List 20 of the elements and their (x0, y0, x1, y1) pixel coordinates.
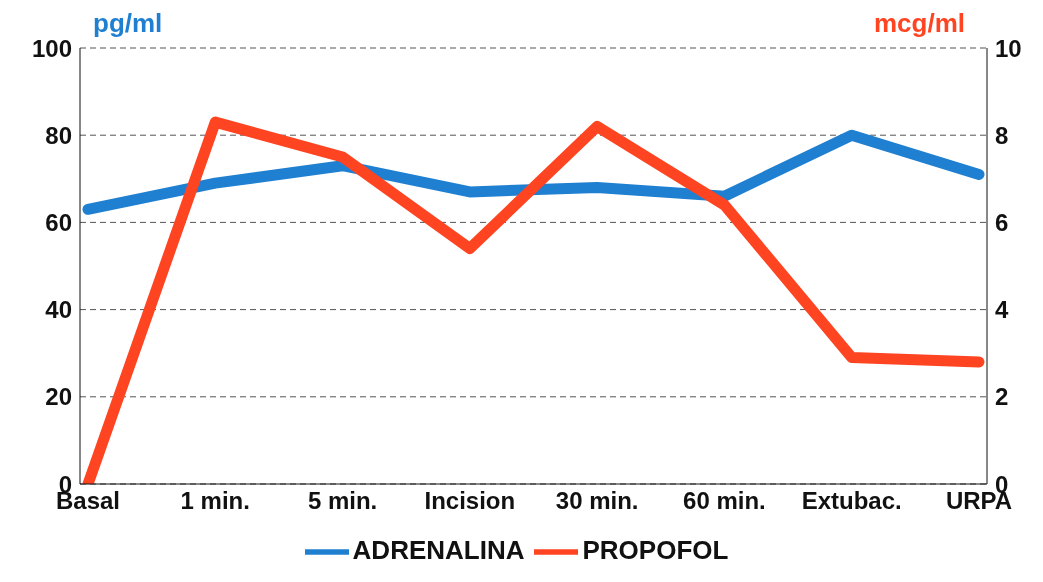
legend-label: ADRENALINA (352, 534, 525, 565)
y2-tick-label: 2 (995, 383, 1009, 411)
y-tick-label: 80 (45, 121, 72, 149)
x-tick-label: 5 min. (307, 487, 378, 515)
y2-tick-label: 8 (995, 121, 1009, 149)
y-tick-label: 40 (45, 296, 72, 324)
y-tick-label: 100 (31, 34, 72, 62)
x-tick-label: 1 min. (180, 487, 250, 515)
y-tick-label: 20 (45, 383, 72, 411)
y2-tick-label: 10 (995, 34, 1022, 62)
y-tick-label: 60 (45, 208, 72, 236)
x-tick-label: Extubac. (801, 487, 902, 515)
legend-label: PROPOFOL (582, 534, 729, 565)
y2-axis-title: mcg/ml (873, 8, 965, 39)
y2-tick-label: 6 (995, 208, 1009, 236)
y2-tick-label: 4 (995, 296, 1009, 324)
x-tick-label: 30 min. (555, 487, 639, 515)
y-axis-title: pg/ml (93, 8, 163, 39)
x-tick-label: Incision (424, 487, 516, 515)
x-tick-label: 60 min. (683, 487, 766, 515)
